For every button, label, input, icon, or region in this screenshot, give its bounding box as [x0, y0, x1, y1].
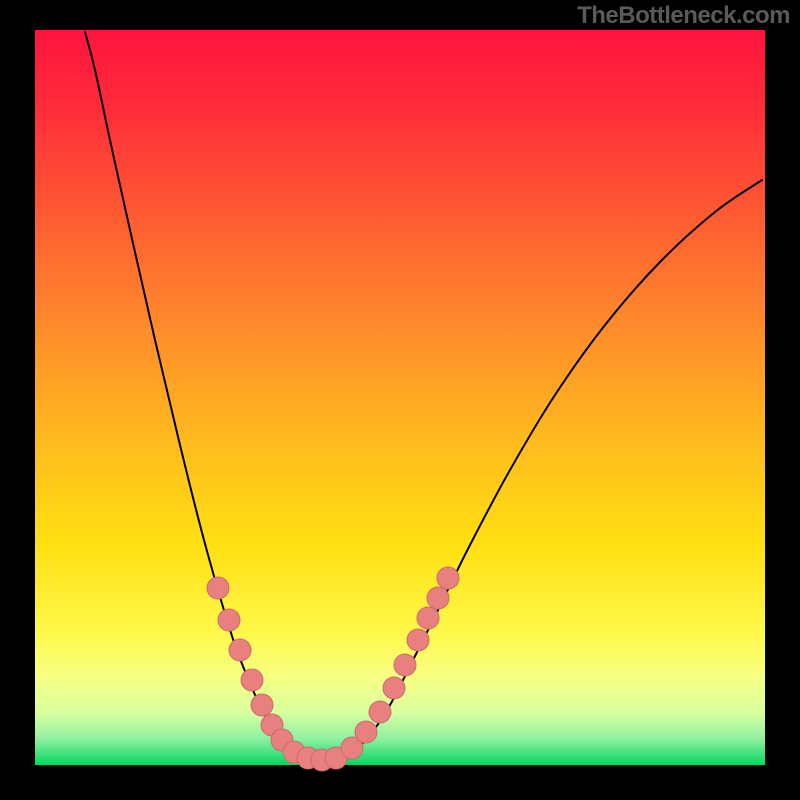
plot-area — [35, 30, 765, 765]
chart-root: TheBottleneck.com — [0, 0, 800, 800]
watermark-text: TheBottleneck.com — [577, 2, 790, 30]
